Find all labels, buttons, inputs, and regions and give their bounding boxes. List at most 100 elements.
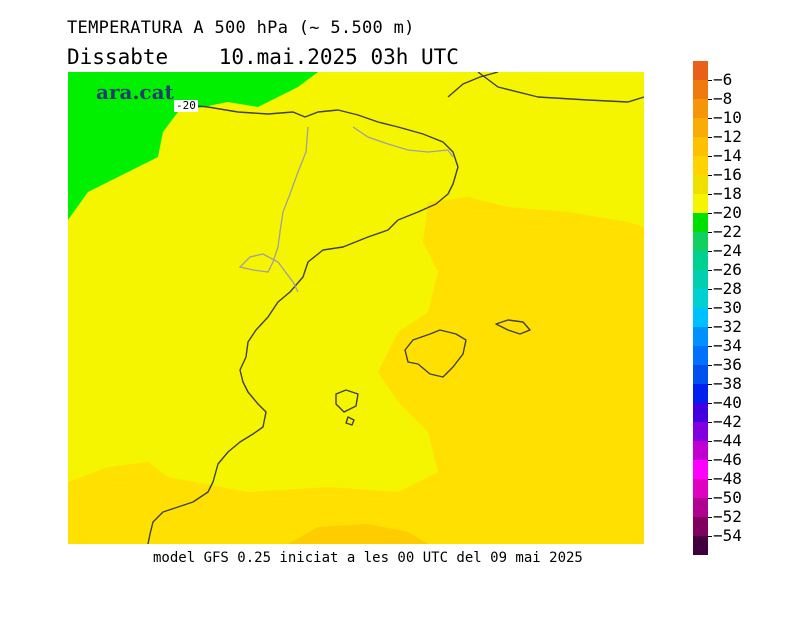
colorbar-tick: [708, 327, 712, 328]
colorbar-tick: [708, 308, 712, 309]
colorbar-tick: [708, 232, 712, 233]
field-band-minus14: [288, 524, 428, 544]
colorbar-segment: [693, 517, 708, 537]
colorbar-tick: [708, 156, 712, 157]
colorbar-label: −16: [713, 165, 742, 184]
colorbar-segment: [693, 118, 708, 138]
colorbar-tick: [708, 137, 712, 138]
colorbar-segment: [693, 479, 708, 499]
colorbar-label: −52: [713, 507, 742, 526]
colorbar-label: −32: [713, 317, 742, 336]
island-formentera: [345, 416, 355, 426]
forecast-day: Dissabte: [67, 45, 169, 69]
map-canvas: [68, 72, 644, 544]
field-band-minus20: [68, 72, 318, 220]
colorbar-segment: [693, 270, 708, 290]
colorbar-tick: [708, 251, 712, 252]
colorbar-tick: [708, 517, 712, 518]
colorbar-segment: [693, 308, 708, 328]
colorbar-label: −28: [713, 279, 742, 298]
colorbar-segment: [693, 536, 708, 555]
colorbar-label: −20: [713, 203, 742, 222]
colorbar-tick: [708, 213, 712, 214]
colorbar-label: −26: [713, 260, 742, 279]
aracat-logo: ara.cat: [96, 80, 174, 104]
colorbar-label: −50: [713, 488, 742, 507]
colorbar-tick: [708, 498, 712, 499]
colorbar-segment: [693, 61, 708, 81]
colorbar-label: −14: [713, 146, 742, 165]
colorbar-segment: [693, 175, 708, 195]
colorbar-segment: [693, 460, 708, 480]
colorbar-segment: [693, 403, 708, 423]
colorbar-tick: [708, 346, 712, 347]
colorbar-tick: [708, 384, 712, 385]
map-datetime: Dissabte 10.mai.2025 03h UTC: [67, 45, 459, 69]
colorbar-tick: [708, 270, 712, 271]
france-border: [477, 72, 644, 103]
colorbar-tick: [708, 118, 712, 119]
colorbar-segment: [693, 213, 708, 233]
mainland-coast: [147, 103, 459, 544]
colorbar-segment: [693, 346, 708, 366]
colorbar-label: −6: [713, 70, 733, 89]
colorbar-tick: [708, 289, 712, 290]
colorbar-label: −44: [713, 431, 742, 450]
colorbar-segment: [693, 156, 708, 176]
colorbar-label: −48: [713, 469, 742, 488]
colorbar-segment: [693, 194, 708, 214]
colorbar-segment: [693, 365, 708, 385]
colorbar-label: −36: [713, 355, 742, 374]
colorbar-tick: [708, 422, 712, 423]
colorbar-tick: [708, 536, 712, 537]
colorbar-label: −24: [713, 241, 742, 260]
colorbar-segment: [693, 327, 708, 347]
colorbar-tick: [708, 403, 712, 404]
andorra-border: [352, 126, 454, 158]
colorbar-label: −12: [713, 127, 742, 146]
contour-label: -20: [174, 99, 198, 112]
colorbar-tick: [708, 175, 712, 176]
model-note: model GFS 0.25 iniciat a les 00 UTC del …: [153, 550, 583, 566]
colorbar-label: −22: [713, 222, 742, 241]
colorbar-tick: [708, 460, 712, 461]
colorbar: [693, 61, 708, 555]
colorbar-segment: [693, 80, 708, 100]
colorbar-label: −42: [713, 412, 742, 431]
colorbar-segment: [693, 384, 708, 404]
colorbar-segment: [693, 441, 708, 461]
colorbar-label: −40: [713, 393, 742, 412]
colorbar-label: −10: [713, 108, 742, 127]
colorbar-tick: [708, 365, 712, 366]
colorbar-label: −18: [713, 184, 742, 203]
colorbar-label: −8: [713, 89, 733, 108]
temperature-map: [68, 72, 644, 544]
colorbar-label: −46: [713, 450, 742, 469]
colorbar-tick: [708, 479, 712, 480]
field-band-minus16: [68, 197, 644, 544]
colorbar-tick: [708, 194, 712, 195]
colorbar-segment: [693, 232, 708, 252]
aragon-border: [238, 126, 309, 293]
colorbar-segment: [693, 137, 708, 157]
colorbar-tick: [708, 99, 712, 100]
colorbar-segment: [693, 99, 708, 119]
colorbar-label: −30: [713, 298, 742, 317]
colorbar-label: −54: [713, 526, 742, 545]
island-mallorca: [404, 329, 467, 378]
colorbar-tick: [708, 80, 712, 81]
forecast-time: 10.mai.2025 03h UTC: [218, 45, 459, 69]
coastline: [147, 72, 644, 544]
island-menorca: [495, 319, 531, 335]
colorbar-segment: [693, 251, 708, 271]
north-coast: [447, 72, 499, 98]
colorbar-label: −34: [713, 336, 742, 355]
colorbar-label: −38: [713, 374, 742, 393]
region-borders: [238, 126, 454, 293]
map-title: TEMPERATURA A 500 hPa (~ 5.500 m): [67, 18, 415, 38]
colorbar-segment: [693, 498, 708, 518]
colorbar-tick: [708, 441, 712, 442]
colorbar-segment: [693, 289, 708, 309]
colorbar-segment: [693, 422, 708, 442]
island-ibiza: [335, 389, 359, 413]
